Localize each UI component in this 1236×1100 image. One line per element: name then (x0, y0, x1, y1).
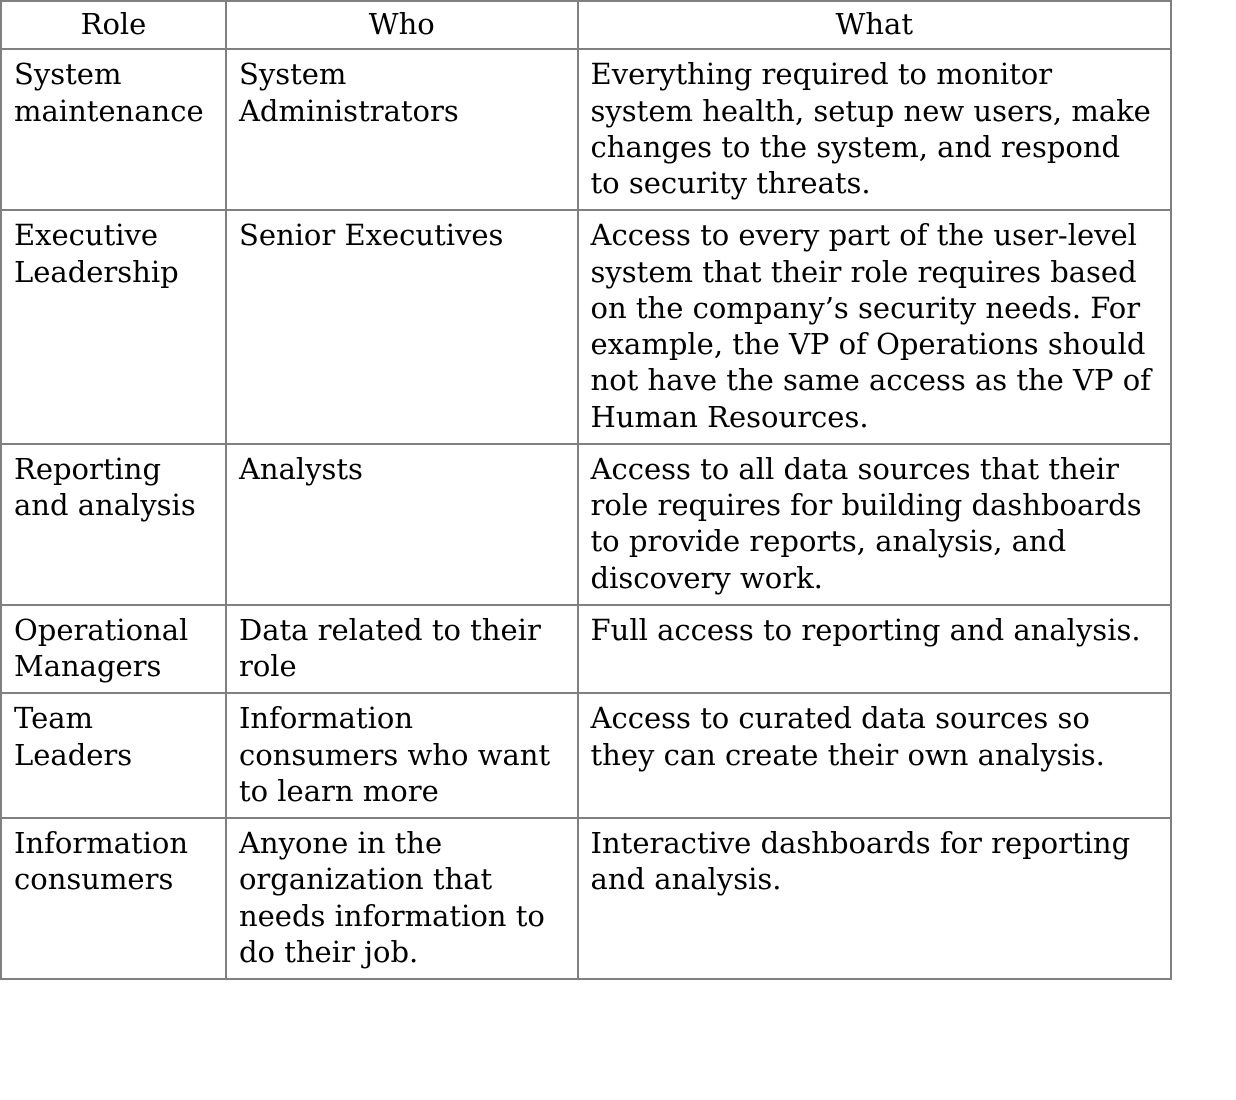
cell-role: System maintenance (1, 49, 226, 210)
col-header-who: Who (226, 1, 578, 49)
table-row: Reporting and analysis Analysts Access t… (1, 444, 1171, 605)
cell-role: Reporting and analysis (1, 444, 226, 605)
cell-what: Full access to reporting and analysis. (578, 605, 1171, 694)
table-row: Information consumers Anyone in the orga… (1, 818, 1171, 979)
cell-who: Anyone in the organization that needs in… (226, 818, 578, 979)
cell-what: Interactive dashboards for reporting and… (578, 818, 1171, 979)
cell-what: Access to every part of the user-level s… (578, 210, 1171, 444)
cell-role: Executive Leadership (1, 210, 226, 444)
cell-what: Access to curated data sources so they c… (578, 693, 1171, 818)
cell-what: Everything required to monitor system he… (578, 49, 1171, 210)
table-row: Team Leaders Information consumers who w… (1, 693, 1171, 818)
roles-table: Role Who What System maintenance System … (0, 0, 1172, 980)
cell-who: Data related to their role (226, 605, 578, 694)
table-row: System maintenance System Administrators… (1, 49, 1171, 210)
col-header-role: Role (1, 1, 226, 49)
cell-who: Analysts (226, 444, 578, 605)
cell-what: Access to all data sources that their ro… (578, 444, 1171, 605)
table-row: Executive Leadership Senior Executives A… (1, 210, 1171, 444)
table-body: System maintenance System Administrators… (1, 49, 1171, 979)
table-header-row: Role Who What (1, 1, 1171, 49)
cell-role: Operational Managers (1, 605, 226, 694)
cell-who: Information consumers who want to learn … (226, 693, 578, 818)
cell-who: System Administrators (226, 49, 578, 210)
cell-who: Senior Executives (226, 210, 578, 444)
cell-role: Information consumers (1, 818, 226, 979)
cell-role: Team Leaders (1, 693, 226, 818)
table-row: Operational Managers Data related to the… (1, 605, 1171, 694)
table-header: Role Who What (1, 1, 1171, 49)
col-header-what: What (578, 1, 1171, 49)
